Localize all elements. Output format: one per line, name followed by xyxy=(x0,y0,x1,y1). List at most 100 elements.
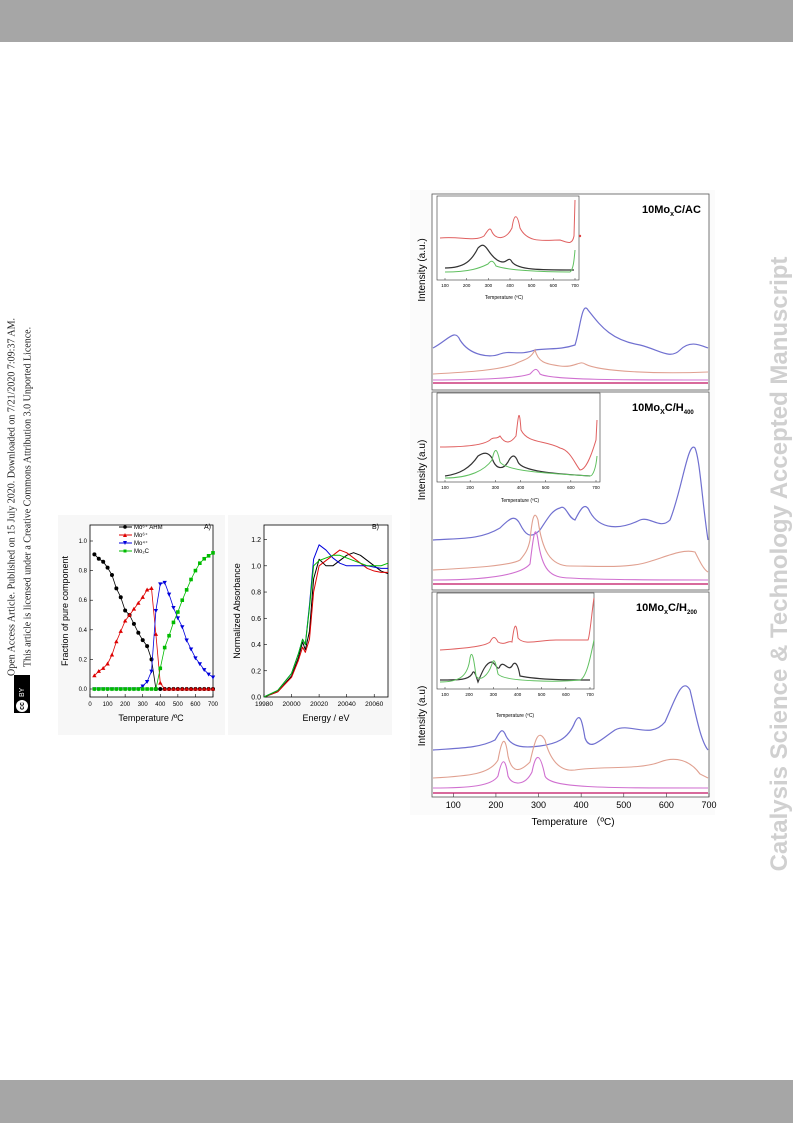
tpr-inset-3-ticks: 100 200 300 400 500 600 700 xyxy=(441,687,594,697)
panel-a-point xyxy=(197,662,203,667)
panel-a-point xyxy=(158,582,163,587)
tpr-xtick-label: 100 xyxy=(446,800,461,810)
tpr-panel-2-title: 10MoXC/H400 xyxy=(632,402,694,416)
panel-b-ytick-label: 0.2 xyxy=(251,668,261,675)
panel-b-xtick-label: 19980 xyxy=(255,701,273,708)
legend-marker-ahm xyxy=(123,525,127,529)
tpr-panel-2 xyxy=(431,391,710,591)
panel-b-ylabel: Normalized Absorbance xyxy=(232,563,242,659)
panel-a-point xyxy=(109,652,115,657)
tpr-panel-1 xyxy=(431,193,710,391)
panel-a-ytick-label: 0.4 xyxy=(79,628,88,634)
panel-a-point xyxy=(162,645,167,650)
tpr-xtick-label: 400 xyxy=(574,800,589,810)
panel-a-point xyxy=(114,687,119,691)
tpr-inset-xtick-label: 100 xyxy=(441,485,449,490)
legend-marker-mo6 xyxy=(123,533,127,537)
tpr-inset-1 xyxy=(436,195,580,281)
panel-a-xtick-label: 500 xyxy=(173,702,184,708)
panel-a-point xyxy=(149,657,154,662)
tpr-panel-2-ylabel: Intensity (a.u) xyxy=(417,440,428,501)
panel-a-point xyxy=(206,686,211,691)
panel-a-point xyxy=(123,687,127,691)
panel-a-point xyxy=(193,656,198,661)
panel-a-point xyxy=(184,588,189,592)
panel-a-point xyxy=(140,684,145,689)
panel-b-xlabel: Energy / eV xyxy=(302,713,349,723)
panel-a-point xyxy=(197,686,203,691)
legend-label-mo4: Mo⁴⁺ xyxy=(134,540,148,547)
panel-a-point xyxy=(154,687,158,691)
tpr-1-inset-marker xyxy=(578,234,582,238)
panel-a-point xyxy=(105,661,110,666)
panel-a-series-line xyxy=(94,587,213,690)
panel-a-point xyxy=(145,687,149,691)
tpr-1-main-blue-trace xyxy=(432,307,709,357)
panel-b-ytick-label: 1.2 xyxy=(251,537,261,544)
tpr-1-main-salmon-trace xyxy=(432,348,709,375)
panel-a-point xyxy=(132,687,136,691)
panel-a-point xyxy=(180,625,185,630)
panel-a-label: A) xyxy=(204,524,211,531)
tpr-3-inset-black-trace xyxy=(439,661,591,684)
panel-a-point xyxy=(153,631,159,636)
panel-a-point xyxy=(110,687,114,691)
panel-a-point xyxy=(92,687,97,691)
panel-a-point xyxy=(210,686,216,691)
panel-a-ytick-label: 0.8 xyxy=(79,569,88,575)
panel-a-point xyxy=(122,618,128,623)
panel-a-point xyxy=(92,552,97,557)
panel-a-point xyxy=(123,608,128,613)
panel-a-point xyxy=(202,556,207,561)
panel-b-ytick-label: 0.8 xyxy=(251,590,261,597)
panel-a-xtick-label: 300 xyxy=(138,702,149,708)
tpr-inset-xtick-label: 600 xyxy=(562,692,570,697)
panel-a-ylabel: Fraction of pure component xyxy=(60,555,70,666)
panel-a-point xyxy=(136,600,141,605)
panel-b-xtick-label: 20060 xyxy=(365,701,383,708)
panel-a-point xyxy=(131,621,136,626)
tpr-panel-1-title: 10MoxC/AC xyxy=(642,204,701,218)
panel-a-point xyxy=(114,639,119,644)
panel-a-point xyxy=(105,687,110,691)
panel-a-xtick-label: 400 xyxy=(155,702,166,708)
tpr-2-inset-red-trace xyxy=(439,414,598,471)
legend-marker-mo2c xyxy=(123,549,127,553)
tpr-panel-3 xyxy=(431,591,710,798)
panel-a-point xyxy=(136,687,141,691)
tpr-inset-2-ticks: 100 200 300 400 500 600 700 xyxy=(441,480,600,490)
panel-a-xtick-label: 100 xyxy=(103,702,114,708)
panel-b-ytick-label: 0.4 xyxy=(251,642,261,649)
tpr-inset-xtick-label: 200 xyxy=(463,283,471,288)
tpr-inset-xtick-label: 300 xyxy=(492,485,500,490)
tpr-2-main-blue-trace xyxy=(432,446,709,541)
tpr-1-inset-black-trace xyxy=(444,244,575,271)
tpr-panel-3-ylabel: Intensity (a.u) xyxy=(417,686,428,747)
panel-a-point xyxy=(175,686,181,691)
journal-footer-bar xyxy=(0,1080,793,1123)
tpr-inset-xtick-label: 100 xyxy=(441,283,449,288)
panel-a-point xyxy=(140,638,145,643)
panel-a-point xyxy=(166,592,172,597)
panel-a-point xyxy=(153,608,159,613)
tpr-inset-2-xlabel: Temperature (ºC) xyxy=(501,498,540,504)
tpr-xtick-label: 300 xyxy=(531,800,546,810)
panel-a-xticks: 0 100 200 300 400 500 600 700 xyxy=(88,694,219,708)
panel-a-xtick-label: 600 xyxy=(190,702,201,708)
panel-a-point xyxy=(92,673,97,678)
panel-b-yticks: 0.0 0.2 0.4 0.6 0.8 1.0 1.2 xyxy=(251,537,267,702)
panel-a-xtick-label: 200 xyxy=(120,702,131,708)
panel-a-point xyxy=(171,620,176,625)
panel-a-point xyxy=(166,686,172,691)
panel-a-ytick-label: 1.0 xyxy=(79,539,88,545)
panel-b-series-line xyxy=(263,552,389,698)
tpr-inset-xtick-label: 700 xyxy=(586,692,594,697)
panel-a-point xyxy=(140,594,145,599)
tpr-1-inset-green-trace xyxy=(444,249,576,273)
tpr-inset-xtick-label: 300 xyxy=(485,283,493,288)
tpr-1-main-pink-trace xyxy=(432,368,709,381)
panel-a-series-line xyxy=(94,552,214,690)
panel-a-point xyxy=(189,577,193,582)
panel-a-point xyxy=(96,668,101,673)
